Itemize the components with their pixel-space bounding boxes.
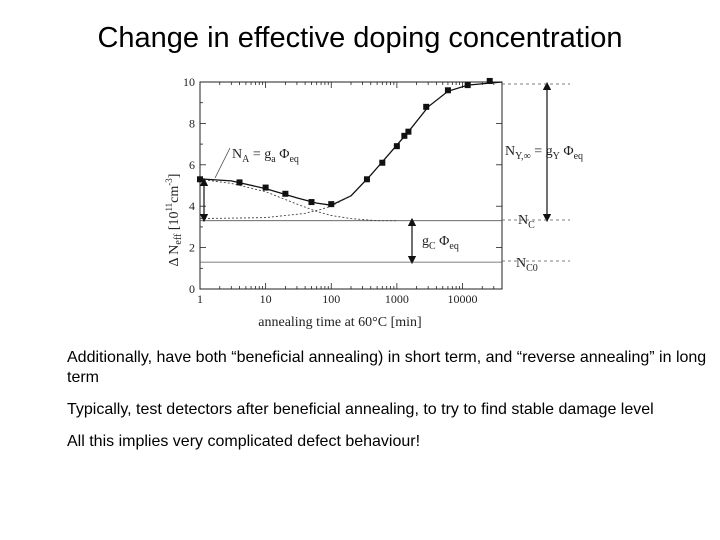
- data-point: [328, 201, 335, 208]
- beneficial-annealing-curve: [199, 178, 397, 222]
- bullet-item: Additionally, have both “beneficial anne…: [67, 349, 707, 386]
- data-point: [282, 190, 289, 197]
- x-tick-label: 1000: [385, 292, 409, 306]
- x-tick-label: 100: [322, 292, 340, 306]
- plot-frame: [199, 81, 503, 290]
- y-tick-label: 10: [183, 75, 195, 89]
- data-point: [444, 87, 451, 94]
- ny-label: NY,∞ = gY Φeq: [505, 144, 583, 162]
- data-point: [405, 128, 412, 135]
- data-point: [363, 176, 370, 183]
- reference-lines: [200, 220, 502, 263]
- data-point: [486, 77, 493, 84]
- data-point: [308, 199, 315, 206]
- reverse-annealing-curve: [199, 195, 352, 220]
- bullet-list: Additionally, have both “beneficial anne…: [67, 348, 707, 464]
- data-point: [464, 82, 471, 89]
- x-axis-label: annealing time at 60°C [min]: [258, 315, 421, 330]
- data-point: [393, 143, 400, 150]
- nc-label: NC: [518, 213, 535, 231]
- x-tick-label: 10: [260, 292, 272, 306]
- na-label: NA = ga Φeq: [232, 147, 299, 165]
- y-tick-label: 8: [189, 116, 195, 130]
- gc-label: gC Φeq: [422, 234, 459, 252]
- data-points: [197, 77, 493, 208]
- fit-curve: [199, 81, 503, 206]
- x-tick-label: 1: [197, 292, 203, 306]
- data-point: [262, 184, 269, 191]
- slide-title: Change in effective doping concentration: [97, 22, 623, 54]
- y-axis-label: Δ Neff [1011cm-3]: [164, 174, 184, 267]
- curves: [199, 81, 503, 222]
- y-tick-label: 2: [189, 241, 195, 255]
- nc0-label: NC0: [516, 256, 538, 274]
- data-point: [401, 132, 408, 139]
- bullet-item: All this implies very complicated defect…: [67, 433, 421, 450]
- data-point: [197, 176, 203, 183]
- axes: 1 10 100 1000 10000 0 2 4 6 8 10: [183, 75, 503, 306]
- y-tick-label: 4: [189, 199, 195, 213]
- y-tick-label: 6: [189, 158, 195, 172]
- annealing-chart: 1 10 100 1000 10000 0 2 4 6 8 10 annealing time at…: [164, 75, 583, 330]
- y-tick-label: 0: [189, 282, 195, 296]
- data-point: [379, 159, 386, 166]
- bullet-item: Typically, test detectors after benefici…: [67, 401, 654, 418]
- data-point: [423, 103, 430, 110]
- data-point: [236, 179, 243, 186]
- na-leader-line: [214, 147, 231, 179]
- x-tick-label: 10000: [447, 292, 477, 306]
